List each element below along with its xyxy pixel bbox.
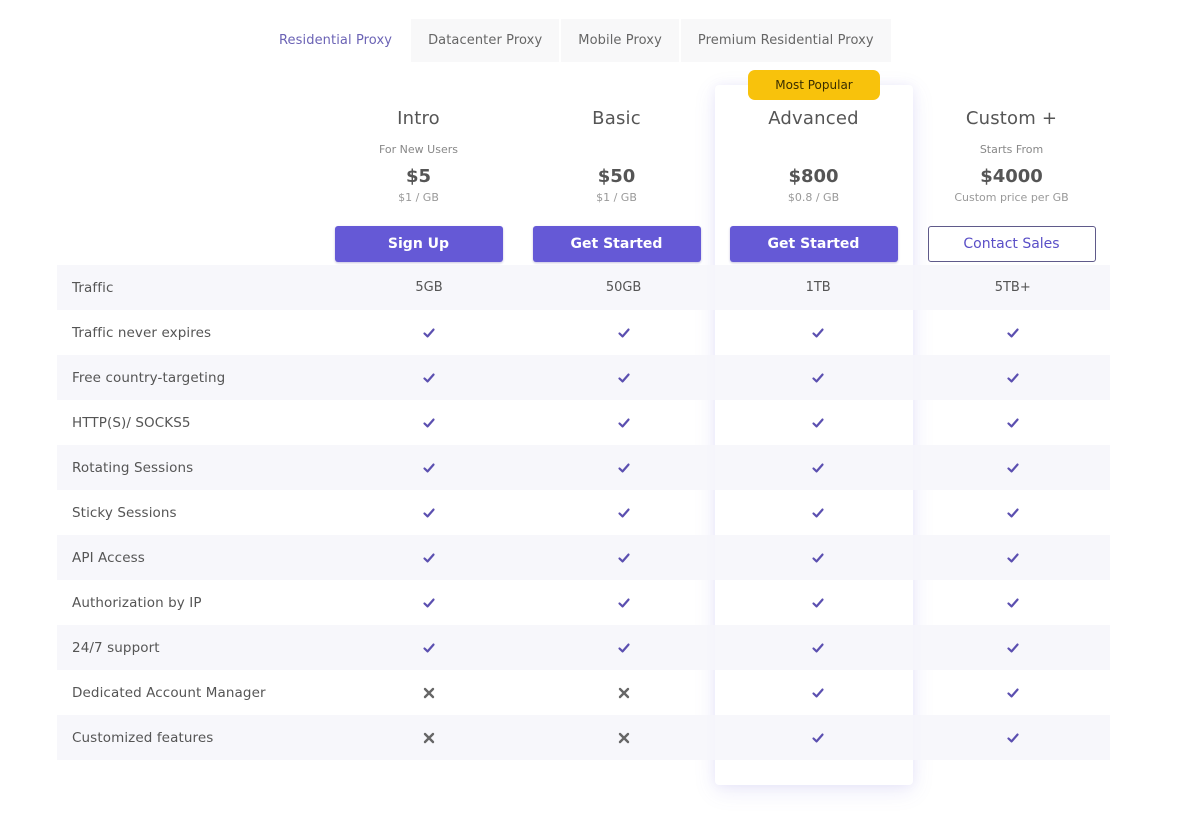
check-icon [526, 641, 721, 655]
check-icon [915, 416, 1110, 430]
table-row: Authorization by IP [57, 580, 1110, 625]
cross-icon [526, 732, 721, 744]
check-icon [915, 461, 1110, 475]
plan-subtitle: Starts From [979, 143, 1044, 156]
check-icon [332, 551, 527, 565]
feature-label: Traffic [72, 279, 114, 296]
feature-label: Authorization by IP [72, 594, 202, 611]
plan-name: Basic [592, 108, 641, 129]
plan-name: Intro [397, 108, 440, 129]
plan-subtitle: For New Users [379, 143, 458, 156]
check-icon [526, 326, 721, 340]
check-icon [721, 371, 916, 385]
advanced-get-started-button[interactable]: Get Started [729, 226, 898, 262]
plan-name: Custom + [965, 108, 1058, 129]
check-icon [332, 416, 527, 430]
feature-label: Rotating Sessions [72, 459, 194, 476]
check-icon [721, 416, 916, 430]
check-icon [332, 326, 527, 340]
plan-advanced: Advanced $800 $0.8 / GB Get Started [715, 105, 912, 262]
check-icon [915, 731, 1110, 745]
check-icon [915, 326, 1110, 340]
feature-label: Dedicated Account Manager [72, 684, 266, 701]
feature-label: 24/7 support [72, 639, 160, 656]
check-icon [721, 641, 916, 655]
feature-comparison-table: Traffic 5GB 50GB 1TB 5TB+ Traffic never expir… [57, 265, 1110, 760]
table-row: HTTP(S)/ SOCKS5 [57, 400, 1110, 445]
plan-subtitle [518, 142, 715, 158]
check-icon [332, 641, 527, 655]
table-row: Sticky Sessions [57, 490, 1110, 535]
proxy-type-tabs: Residential Proxy Datacenter Proxy Mobil… [262, 19, 893, 62]
feature-label: HTTP(S)/ SOCKS5 [72, 414, 191, 431]
feature-value: 5GB [415, 280, 443, 295]
plan-name: Advanced [768, 108, 859, 129]
plan-unit-price: Custom price per GB [954, 191, 1069, 204]
check-icon [915, 641, 1110, 655]
check-icon [721, 686, 916, 700]
check-icon [721, 506, 916, 520]
check-icon [526, 506, 721, 520]
check-icon [332, 506, 527, 520]
table-row: Traffic 5GB 50GB 1TB 5TB+ [57, 265, 1110, 310]
check-icon [721, 326, 916, 340]
plan-price: $4000 [980, 166, 1043, 187]
check-icon [526, 596, 721, 610]
feature-label: Sticky Sessions [72, 504, 177, 521]
tab-datacenter-proxy[interactable]: Datacenter Proxy [411, 19, 560, 62]
check-icon [332, 461, 527, 475]
check-icon [915, 596, 1110, 610]
check-icon [526, 461, 721, 475]
check-icon [915, 551, 1110, 565]
plan-price: $5 [405, 166, 432, 187]
table-row: Traffic never expires [57, 310, 1110, 355]
table-row: API Access [57, 535, 1110, 580]
feature-value: 50GB [605, 280, 642, 295]
cross-icon [332, 732, 527, 744]
plan-custom: Custom + Starts From $4000 Custom price … [913, 105, 1110, 262]
contact-sales-button[interactable]: Contact Sales [927, 226, 1096, 262]
cross-icon [526, 687, 721, 699]
most-popular-badge: Most Popular [748, 70, 880, 100]
check-icon [721, 596, 916, 610]
check-icon [915, 371, 1110, 385]
sign-up-button[interactable]: Sign Up [334, 226, 503, 262]
plan-unit-price: $1 / GB [398, 191, 439, 204]
feature-label: API Access [72, 549, 145, 566]
check-icon [915, 506, 1110, 520]
table-row: Free country-targeting [57, 355, 1110, 400]
plan-unit-price: $1 / GB [596, 191, 637, 204]
check-icon [526, 371, 721, 385]
basic-get-started-button[interactable]: Get Started [532, 226, 701, 262]
plan-price: $800 [788, 166, 839, 187]
plan-intro: Intro For New Users $5 $1 / GB Sign Up [320, 105, 517, 262]
table-row: Dedicated Account Manager [57, 670, 1110, 715]
feature-label: Free country-targeting [72, 369, 226, 386]
plan-unit-price: $0.8 / GB [787, 191, 840, 204]
plan-subtitle [715, 142, 912, 158]
check-icon [721, 731, 916, 745]
check-icon [721, 551, 916, 565]
tab-premium-residential-proxy[interactable]: Premium Residential Proxy [680, 19, 891, 62]
check-icon [526, 551, 721, 565]
check-icon [332, 596, 527, 610]
feature-value: 5TB+ [994, 280, 1031, 295]
table-row: 24/7 support [57, 625, 1110, 670]
check-icon [915, 686, 1110, 700]
feature-label: Customized features [72, 729, 214, 746]
feature-value: 1TB [805, 280, 831, 295]
table-row: Rotating Sessions [57, 445, 1110, 490]
check-icon [721, 461, 916, 475]
check-icon [526, 416, 721, 430]
cross-icon [332, 687, 527, 699]
plan-basic: Basic $50 $1 / GB Get Started [518, 105, 715, 262]
check-icon [332, 371, 527, 385]
feature-label: Traffic never expires [72, 324, 212, 341]
table-row: Customized features [57, 715, 1110, 760]
tab-residential-proxy[interactable]: Residential Proxy [262, 19, 410, 62]
plan-price: $50 [597, 166, 636, 187]
tab-mobile-proxy[interactable]: Mobile Proxy [561, 19, 679, 62]
